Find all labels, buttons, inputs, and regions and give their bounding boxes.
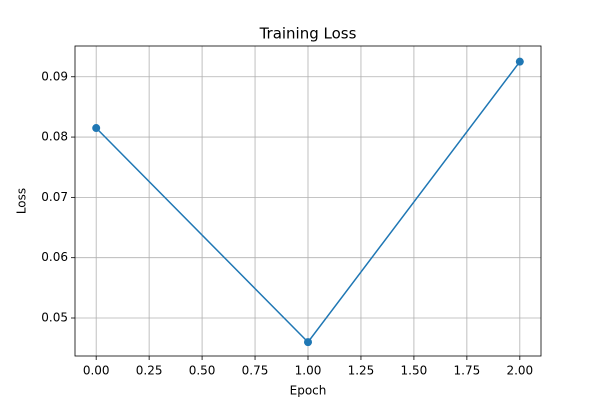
- y-tick-label: 0.09: [41, 69, 68, 83]
- chart-title: Training Loss: [259, 25, 357, 43]
- x-tick-label: 1.25: [348, 364, 375, 378]
- x-tick-label: 0.50: [189, 364, 216, 378]
- y-tick-label: 0.08: [41, 130, 68, 144]
- data-point: [304, 338, 312, 347]
- x-tick-label: 0.00: [83, 364, 110, 378]
- x-tick-label: 0.75: [242, 364, 269, 378]
- data-point: [92, 124, 101, 133]
- y-tick-label: 0.07: [41, 190, 68, 204]
- x-tick-label: 2.00: [506, 364, 533, 378]
- y-tick-label: 0.06: [41, 250, 68, 264]
- x-tick-label: 0.25: [136, 364, 163, 378]
- plot-frame: [74, 45, 542, 357]
- y-tick-label: 0.05: [41, 311, 68, 325]
- x-tick-label: 1.00: [295, 364, 322, 378]
- x-axis-label: Epoch: [290, 384, 327, 398]
- x-tick-label: 1.50: [401, 364, 428, 378]
- data-point: [515, 57, 524, 66]
- x-tick-label: 1.75: [454, 364, 481, 378]
- y-axis-label: Loss: [15, 188, 29, 214]
